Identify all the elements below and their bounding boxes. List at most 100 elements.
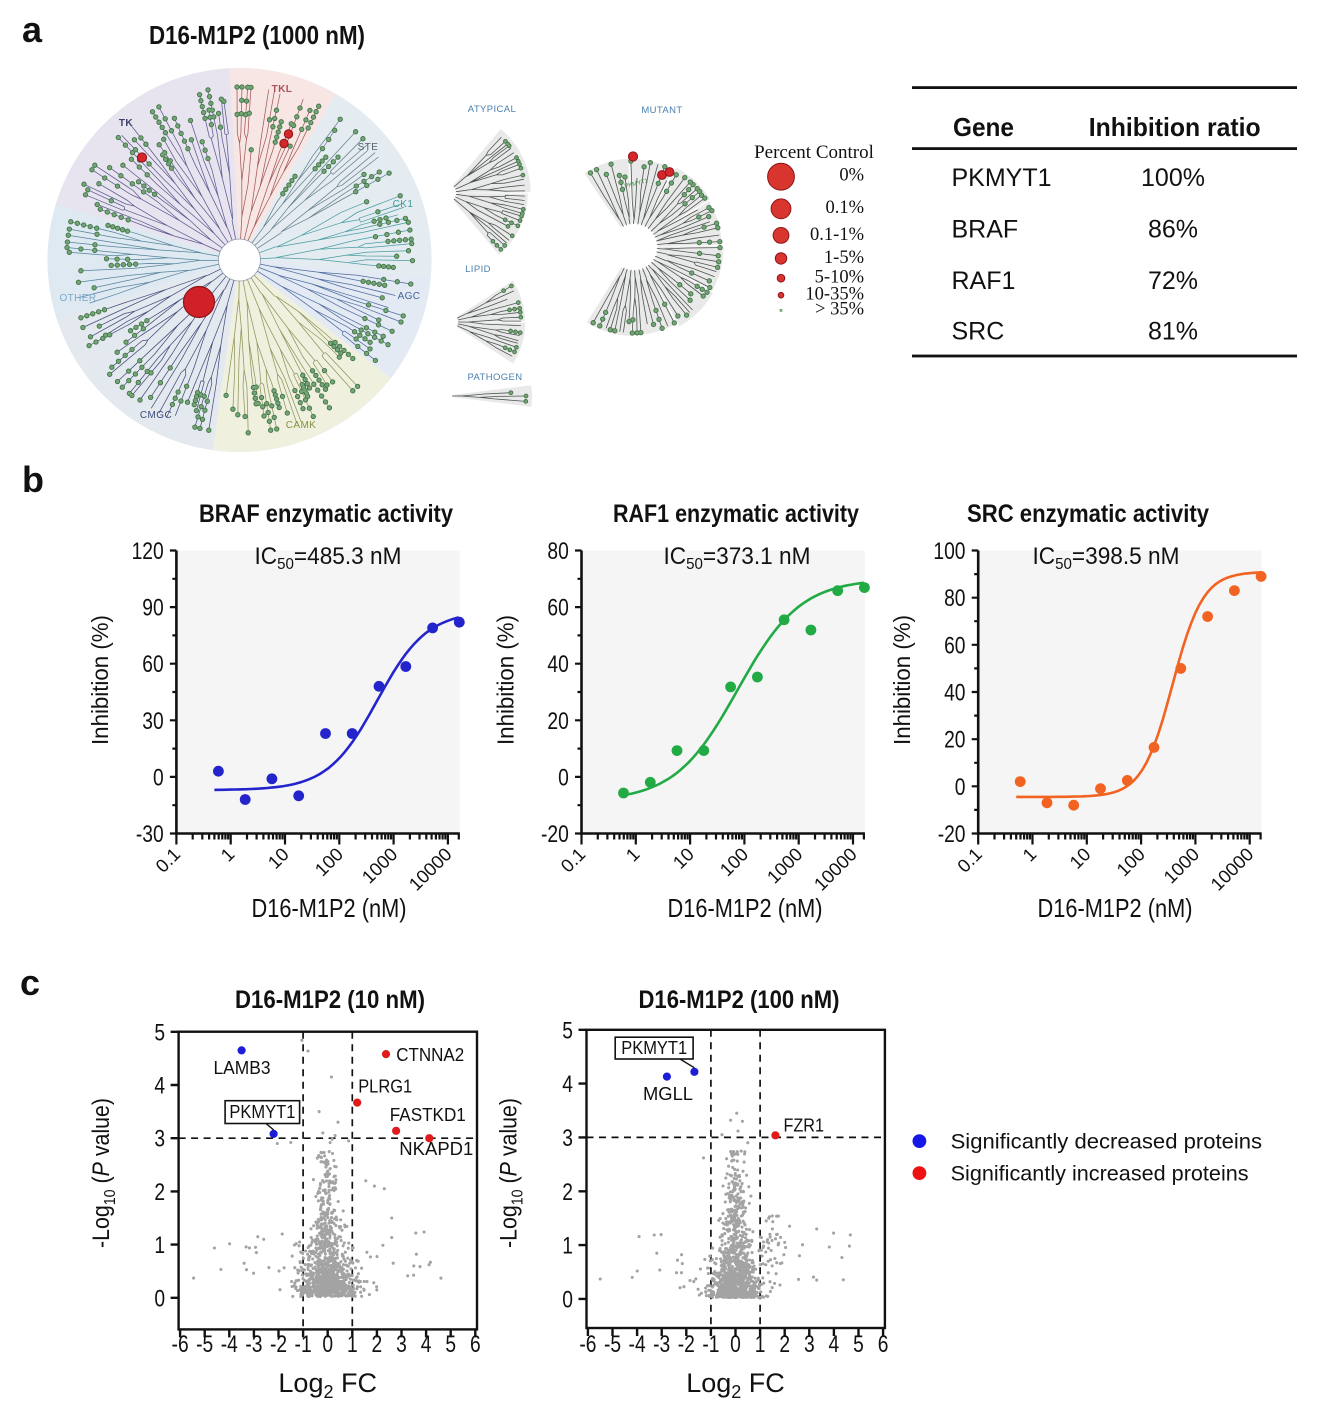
svg-text:1: 1 xyxy=(347,1331,358,1358)
svg-text:D16-M1P2 (nM): D16-M1P2 (nM) xyxy=(252,893,407,923)
svg-text:120: 120 xyxy=(132,538,164,565)
svg-text:BRAF: BRAF xyxy=(952,215,1019,243)
svg-text:80: 80 xyxy=(944,585,965,612)
svg-text:3: 3 xyxy=(562,1125,573,1152)
svg-text:0: 0 xyxy=(558,764,569,791)
svg-text:2: 2 xyxy=(154,1179,165,1206)
svg-text:-5: -5 xyxy=(196,1331,213,1358)
svg-text:MGLL: MGLL xyxy=(643,1083,693,1104)
svg-text:20: 20 xyxy=(944,727,965,754)
svg-text:Inhibition ratio: Inhibition ratio xyxy=(1089,112,1261,142)
svg-text:D16-M1P2 (1000 nM): D16-M1P2 (1000 nM) xyxy=(149,20,365,50)
svg-text:Percent Control: Percent Control xyxy=(754,142,874,163)
svg-text:3: 3 xyxy=(154,1126,165,1153)
svg-text:TK: TK xyxy=(119,118,134,129)
svg-text:RAF1: RAF1 xyxy=(952,267,1016,295)
svg-text:81%: 81% xyxy=(1148,318,1198,346)
svg-text:Log2 FC: Log2 FC xyxy=(278,1368,377,1402)
svg-text:CTNNA2: CTNNA2 xyxy=(396,1044,464,1065)
svg-text:-1: -1 xyxy=(702,1331,719,1358)
svg-text:1: 1 xyxy=(562,1233,573,1260)
svg-text:PATHOGEN: PATHOGEN xyxy=(467,372,522,383)
svg-text:0.1%: 0.1% xyxy=(825,198,864,218)
svg-text:-20: -20 xyxy=(938,821,966,848)
svg-text:1: 1 xyxy=(755,1331,766,1358)
svg-text:100: 100 xyxy=(933,538,965,565)
svg-text:PKMYT1: PKMYT1 xyxy=(229,1102,295,1122)
svg-text:IC50=373.1 nM: IC50=373.1 nM xyxy=(664,543,811,573)
svg-text:3: 3 xyxy=(804,1331,815,1358)
svg-text:100%: 100% xyxy=(1141,164,1205,192)
svg-text:6: 6 xyxy=(470,1331,481,1358)
svg-text:5: 5 xyxy=(562,1017,573,1044)
svg-text:D16-M1P2 (nM): D16-M1P2 (nM) xyxy=(668,893,823,923)
svg-text:60: 60 xyxy=(142,651,163,678)
svg-text:4: 4 xyxy=(829,1331,840,1358)
svg-text:Inhibition (%): Inhibition (%) xyxy=(492,615,518,745)
svg-text:-6: -6 xyxy=(172,1331,189,1358)
svg-text:72%: 72% xyxy=(1148,267,1198,295)
svg-text:c: c xyxy=(20,962,40,1003)
svg-text:STE: STE xyxy=(358,142,379,153)
svg-text:1: 1 xyxy=(154,1232,165,1259)
svg-text:-4: -4 xyxy=(629,1331,646,1358)
svg-text:a: a xyxy=(22,9,43,50)
svg-text:-5: -5 xyxy=(604,1331,621,1358)
svg-text:0: 0 xyxy=(955,774,966,801)
svg-text:-30: -30 xyxy=(136,821,164,848)
svg-text:RAF1 enzymatic activity: RAF1 enzymatic activity xyxy=(613,500,859,528)
svg-text:10-35%: 10-35% xyxy=(805,285,864,305)
svg-text:CMGC: CMGC xyxy=(140,410,172,421)
svg-text:0.1-1%: 0.1-1% xyxy=(810,225,864,245)
svg-text:-3: -3 xyxy=(653,1331,670,1358)
svg-text:90: 90 xyxy=(142,595,163,622)
svg-text:PKMYT1: PKMYT1 xyxy=(952,164,1052,192)
svg-text:Inhibition (%): Inhibition (%) xyxy=(87,615,113,745)
svg-text:LAMB3: LAMB3 xyxy=(214,1057,271,1078)
svg-text:0: 0 xyxy=(322,1331,333,1358)
svg-text:1-5%: 1-5% xyxy=(824,248,864,268)
svg-text:Significantly decreased protei: Significantly decreased proteins xyxy=(951,1130,1263,1154)
svg-text:NKAPD1: NKAPD1 xyxy=(399,1138,473,1159)
svg-text:D16-M1P2 (nM): D16-M1P2 (nM) xyxy=(1038,893,1193,923)
svg-text:86%: 86% xyxy=(1148,215,1198,243)
svg-text:4: 4 xyxy=(562,1071,573,1098)
svg-text:0: 0 xyxy=(153,764,164,791)
svg-text:4: 4 xyxy=(421,1331,432,1358)
svg-text:Significantly increased protei: Significantly increased proteins xyxy=(951,1162,1249,1186)
svg-text:6: 6 xyxy=(878,1331,889,1358)
svg-text:FZR1: FZR1 xyxy=(784,1115,825,1136)
svg-text:TKL: TKL xyxy=(272,84,293,95)
svg-text:-20: -20 xyxy=(541,821,569,848)
svg-text:-3: -3 xyxy=(245,1331,262,1358)
svg-text:AGC: AGC xyxy=(398,291,421,302)
svg-text:MUTANT: MUTANT xyxy=(641,105,682,116)
svg-text:0: 0 xyxy=(154,1285,165,1312)
svg-text:60: 60 xyxy=(547,595,568,622)
svg-text:0: 0 xyxy=(562,1286,573,1313)
svg-text:20: 20 xyxy=(547,708,568,735)
svg-text:> 35%: > 35% xyxy=(815,300,864,320)
svg-text:2: 2 xyxy=(779,1331,790,1358)
svg-text:5: 5 xyxy=(853,1331,864,1358)
svg-text:ATYPICAL: ATYPICAL xyxy=(468,104,516,115)
svg-text:D16-M1P2 (100 nM): D16-M1P2 (100 nM) xyxy=(639,986,840,1014)
svg-text:-Log10 (P value): -Log10 (P value) xyxy=(496,1098,527,1248)
svg-text:IC50=485.3 nM: IC50=485.3 nM xyxy=(255,543,402,573)
svg-text:CAMK: CAMK xyxy=(286,420,317,431)
svg-text:-Log10 (P value): -Log10 (P value) xyxy=(88,1098,119,1248)
svg-text:5-10%: 5-10% xyxy=(815,268,864,288)
svg-text:3: 3 xyxy=(396,1331,407,1358)
svg-text:SRC: SRC xyxy=(952,318,1005,346)
svg-text:-4: -4 xyxy=(221,1331,238,1358)
svg-text:IC50=398.5 nM: IC50=398.5 nM xyxy=(1033,543,1180,573)
svg-text:-1: -1 xyxy=(295,1331,312,1358)
svg-text:PLRG1: PLRG1 xyxy=(358,1076,412,1097)
svg-text:OTHER: OTHER xyxy=(60,293,97,304)
svg-text:4: 4 xyxy=(154,1073,165,1100)
svg-text:0: 0 xyxy=(730,1331,741,1358)
svg-text:Inhibition (%): Inhibition (%) xyxy=(889,615,915,745)
svg-text:b: b xyxy=(22,459,44,500)
svg-text:2: 2 xyxy=(562,1179,573,1206)
svg-text:40: 40 xyxy=(547,651,568,678)
